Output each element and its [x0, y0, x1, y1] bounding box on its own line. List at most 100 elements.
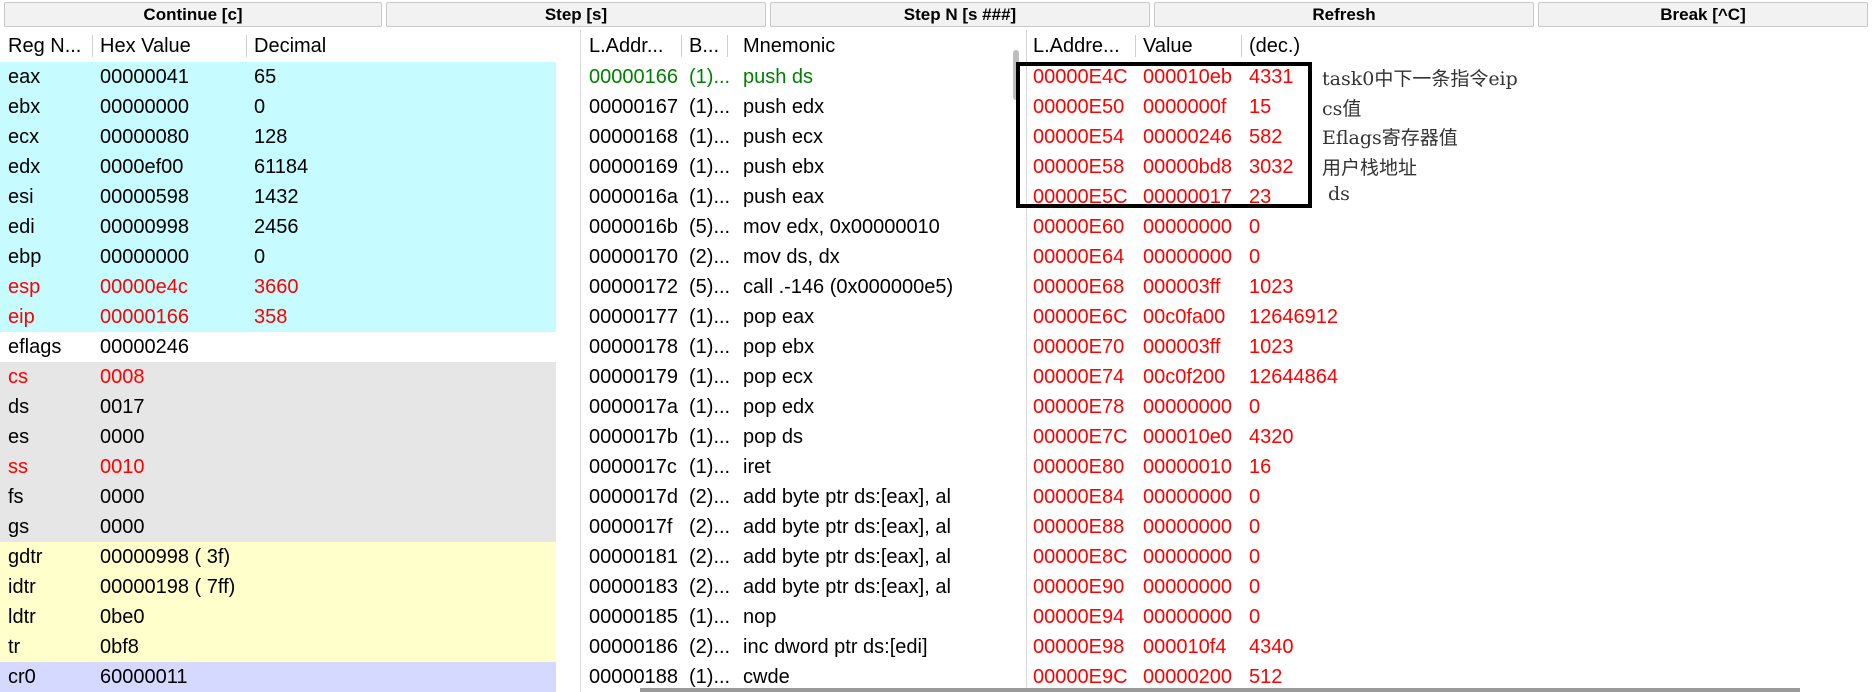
stack-value: 00000000: [1143, 246, 1232, 268]
stack-value: 00000000: [1143, 216, 1232, 238]
disasm-row[interactable]: 0000017a (1)... pop edx: [581, 392, 1021, 422]
reg-dec: 0: [254, 246, 266, 268]
stack-row[interactable]: 00000E64 00000000 0: [1027, 242, 1872, 272]
register-row[interactable]: ecx 00000080 128: [0, 122, 556, 152]
stack-row[interactable]: 00000E6C 00c0fa00 12646912: [1027, 302, 1872, 332]
register-row[interactable]: cr0 60000011: [0, 662, 556, 692]
instr-mnemonic: inc dword ptr ds:[edi]: [743, 636, 928, 658]
stack-row[interactable]: 00000E90 00000000 0: [1027, 572, 1872, 602]
register-row[interactable]: tr 0bf8: [0, 632, 556, 662]
instr-mnemonic: push ecx: [743, 126, 824, 148]
register-row[interactable]: eflags 00000246: [0, 332, 556, 362]
stack-address: 00000E54: [1033, 126, 1125, 148]
stack-row[interactable]: 00000E74 00c0f200 12644864: [1027, 362, 1872, 392]
disasm-row[interactable]: 0000017f (2)... add byte ptr ds:[eax], al: [581, 512, 1021, 542]
stack-row[interactable]: 00000E54 00000246 582: [1027, 122, 1872, 152]
register-row[interactable]: gdtr 00000998 ( 3f): [0, 542, 556, 572]
instr-address: 00000168: [589, 126, 678, 148]
stack-row[interactable]: 00000E84 00000000 0: [1027, 482, 1872, 512]
reg-hex: 0bf8: [100, 636, 139, 658]
col-stack-value[interactable]: Value: [1143, 35, 1193, 57]
instr-mnemonic: pop ds: [743, 426, 804, 448]
instr-mnemonic: nop: [743, 606, 777, 628]
col-reg-name[interactable]: Reg N...: [8, 35, 82, 57]
col-decimal[interactable]: Decimal: [254, 35, 327, 57]
stack-row[interactable]: 00000E4C 000010eb 4331: [1027, 62, 1872, 92]
register-row[interactable]: ebx 00000000 0: [0, 92, 556, 122]
col-laddr[interactable]: L.Addr...: [589, 35, 664, 57]
register-row[interactable]: fs 0000: [0, 482, 556, 512]
register-row[interactable]: idtr 00000198 ( 7ff): [0, 572, 556, 602]
disasm-row[interactable]: 00000181 (2)... add byte ptr ds:[eax], al: [581, 542, 1021, 572]
break-button[interactable]: Break [^C]: [1538, 2, 1868, 27]
register-row[interactable]: edi 00000998 2456: [0, 212, 556, 242]
register-row[interactable]: ss 0010: [0, 452, 556, 482]
stack-row[interactable]: 00000E60 00000000 0: [1027, 212, 1872, 242]
stack-row[interactable]: 00000E5C 00000017 23: [1027, 182, 1872, 212]
stack-row[interactable]: 00000E94 00000000 0: [1027, 602, 1872, 632]
col-stack-laddr[interactable]: L.Addre...: [1033, 35, 1120, 57]
register-row[interactable]: esp 00000e4c 3660: [0, 272, 556, 302]
disasm-row[interactable]: 0000017d (2)... add byte ptr ds:[eax], al: [581, 482, 1021, 512]
disasm-row[interactable]: 00000172 (5)... call .-146 (0x000000e5): [581, 272, 1021, 302]
reg-name: eax: [8, 66, 41, 88]
register-row[interactable]: es 0000: [0, 422, 556, 452]
step-n-button[interactable]: Step N [s ###]: [770, 2, 1150, 27]
stack-row[interactable]: 00000E70 000003ff 1023: [1027, 332, 1872, 362]
disasm-row[interactable]: 00000179 (1)... pop ecx: [581, 362, 1021, 392]
disasm-row[interactable]: 0000017b (1)... pop ds: [581, 422, 1021, 452]
register-row[interactable]: gs 0000: [0, 512, 556, 542]
stack-row[interactable]: 00000E80 00000010 16: [1027, 452, 1872, 482]
horizontal-scrollbar[interactable]: [640, 688, 1800, 692]
continue-button[interactable]: Continue [c]: [4, 2, 382, 27]
disasm-row[interactable]: 00000177 (1)... pop eax: [581, 302, 1021, 332]
reg-hex: 0be0: [100, 606, 145, 628]
col-stack-dec[interactable]: (dec.): [1249, 35, 1301, 57]
disasm-row[interactable]: 00000178 (1)... pop ebx: [581, 332, 1021, 362]
reg-name: esp: [8, 276, 41, 298]
reg-name: ldtr: [8, 606, 36, 628]
register-row[interactable]: ldtr 0be0: [0, 602, 556, 632]
disasm-row[interactable]: 00000186 (2)... inc dword ptr ds:[edi]: [581, 632, 1021, 662]
stack-row[interactable]: 00000E68 000003ff 1023: [1027, 272, 1872, 302]
disasm-row[interactable]: 00000168 (1)... push ecx: [581, 122, 1021, 152]
register-row[interactable]: esi 00000598 1432: [0, 182, 556, 212]
annotation-eip: task0中下一条指令eip: [1322, 68, 1518, 90]
stack-row[interactable]: 00000E9C 00000200 512: [1027, 662, 1872, 692]
register-row[interactable]: eax 00000041 65: [0, 62, 556, 92]
stack-row[interactable]: 00000E50 0000000f 15: [1027, 92, 1872, 122]
register-row[interactable]: ebp 00000000 0: [0, 242, 556, 272]
stack-row[interactable]: 00000E88 00000000 0: [1027, 512, 1872, 542]
disasm-row[interactable]: 00000167 (1)... push edx: [581, 92, 1021, 122]
instr-address: 00000188: [589, 666, 678, 688]
stack-row[interactable]: 00000E58 00000bd8 3032: [1027, 152, 1872, 182]
instr-bytes: (1)...: [689, 126, 731, 148]
disasm-row[interactable]: 0000017c (1)... iret: [581, 452, 1021, 482]
instr-mnemonic: add byte ptr ds:[eax], al: [743, 486, 951, 508]
register-row[interactable]: cs 0008: [0, 362, 556, 392]
disasm-header: L.Addr... B... Mnemonic: [581, 32, 1021, 60]
reg-name: tr: [8, 636, 21, 658]
stack-row[interactable]: 00000E78 00000000 0: [1027, 392, 1872, 422]
stack-row[interactable]: 00000E8C 00000000 0: [1027, 542, 1872, 572]
disasm-row[interactable]: 00000170 (2)... mov ds, dx: [581, 242, 1021, 272]
instr-address: 0000017f: [589, 516, 673, 538]
col-mnemonic[interactable]: Mnemonic: [743, 35, 836, 57]
register-row[interactable]: edx 0000ef00 61184: [0, 152, 556, 182]
register-row[interactable]: eip 00000166 358: [0, 302, 556, 332]
step-button[interactable]: Step [s]: [386, 2, 766, 27]
disasm-row[interactable]: 00000185 (1)... nop: [581, 602, 1021, 632]
disasm-row[interactable]: 00000169 (1)... push ebx: [581, 152, 1021, 182]
disasm-row[interactable]: 00000183 (2)... add byte ptr ds:[eax], al: [581, 572, 1021, 602]
disasm-row[interactable]: 00000188 (1)... cwde: [581, 662, 1021, 692]
disasm-row[interactable]: 00000166 (1)... push ds: [581, 62, 1021, 92]
stack-row[interactable]: 00000E7C 000010e0 4320: [1027, 422, 1872, 452]
col-hex-value[interactable]: Hex Value: [100, 35, 191, 57]
register-row[interactable]: ds 0017: [0, 392, 556, 422]
stack-row[interactable]: 00000E98 000010f4 4340: [1027, 632, 1872, 662]
col-bytes[interactable]: B...: [689, 35, 720, 57]
refresh-button[interactable]: Refresh: [1154, 2, 1534, 27]
disasm-row[interactable]: 0000016a (1)... push eax: [581, 182, 1021, 212]
instr-mnemonic: add byte ptr ds:[eax], al: [743, 516, 951, 538]
disasm-row[interactable]: 0000016b (5)... mov edx, 0x00000010: [581, 212, 1021, 242]
